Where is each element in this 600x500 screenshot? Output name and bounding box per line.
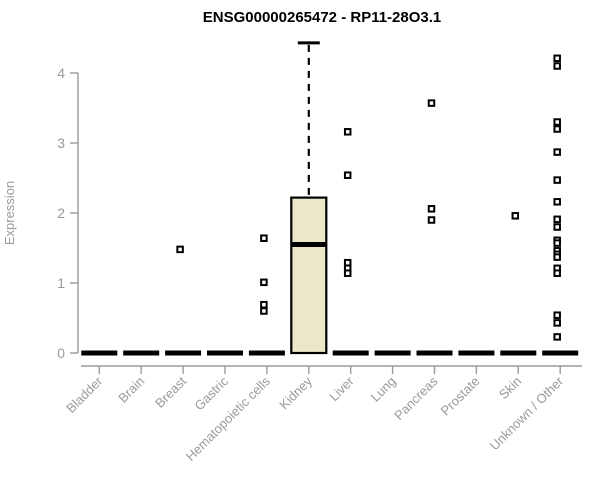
x-tick-label-kidney: Kidney xyxy=(276,373,315,412)
median-line-breast xyxy=(165,350,202,356)
outlier-point-unknown-other xyxy=(553,319,561,327)
chart-title: ENSG00000265472 - RP11-28O3.1 xyxy=(203,9,442,26)
box-kidney xyxy=(290,196,328,355)
outlier-point-breast xyxy=(176,245,184,254)
outlier-point-unknown-other xyxy=(553,54,561,63)
median-line-hematopoietic-cells xyxy=(248,350,285,356)
outlier-point-unknown-other xyxy=(553,269,561,277)
outlier-point-skin xyxy=(511,212,520,220)
outlier-point-unknown-other xyxy=(553,223,561,231)
x-tick-label-breast: Breast xyxy=(152,373,189,410)
outlier-point-unknown-other xyxy=(553,148,561,156)
outlier-point-unknown-other xyxy=(553,253,561,261)
median-line-liver xyxy=(332,350,369,356)
x-tick-label-pancreas: Pancreas xyxy=(391,373,441,423)
median-line-pancreas xyxy=(416,350,453,356)
x-tick-label-skin: Skin xyxy=(496,374,524,402)
x-tick-label-unknown-other: Unknown / Other xyxy=(487,373,567,453)
outlier-point-liver xyxy=(343,269,352,277)
y-tick-label: 2 xyxy=(57,205,65,221)
median-line-gastric xyxy=(207,350,243,356)
outlier-point-unknown-other xyxy=(553,118,561,126)
y-tick-label: 1 xyxy=(57,275,65,291)
outlier-point-hematopoietic-cells xyxy=(260,278,268,287)
x-tick-label-bladder: Bladder xyxy=(63,373,106,416)
x-tick-label-prostate: Prostate xyxy=(438,374,483,419)
median-line-lung xyxy=(374,350,411,356)
y-tick-label: 0 xyxy=(57,345,65,361)
outlier-point-unknown-other xyxy=(553,311,561,319)
median-line-kidney xyxy=(291,242,327,247)
outlier-point-pancreas xyxy=(427,99,436,107)
x-tick-label-liver: Liver xyxy=(326,373,357,404)
outlier-point-unknown-other xyxy=(553,198,561,206)
y-tick-label: 4 xyxy=(57,65,65,81)
median-line-unknown-other xyxy=(542,350,579,356)
outlier-point-hematopoietic-cells xyxy=(260,234,268,242)
outlier-point-unknown-other xyxy=(553,239,561,247)
outlier-point-pancreas xyxy=(427,205,436,213)
outlier-point-unknown-other xyxy=(553,62,561,70)
median-line-brain xyxy=(123,350,160,356)
x-tick-label-brain: Brain xyxy=(115,374,147,406)
x-tick-label-lung: Lung xyxy=(368,374,399,405)
y-tick-label: 3 xyxy=(57,135,65,151)
outlier-point-hematopoietic-cells xyxy=(260,300,268,309)
median-line-prostate xyxy=(458,350,495,356)
x-tick-label-gastric: Gastric xyxy=(191,373,231,413)
outlier-point-unknown-other xyxy=(553,215,561,224)
outlier-point-pancreas xyxy=(427,216,436,224)
outlier-point-unknown-other xyxy=(553,125,561,133)
outlier-point-unknown-other xyxy=(553,176,561,184)
outlier-point-liver xyxy=(343,128,352,136)
y-axis-title: Expression xyxy=(2,181,17,245)
median-line-skin xyxy=(500,350,537,356)
outlier-point-hematopoietic-cells xyxy=(260,307,268,315)
outlier-point-unknown-other xyxy=(553,333,561,341)
median-line-bladder xyxy=(81,350,118,356)
outlier-point-liver xyxy=(343,171,352,179)
